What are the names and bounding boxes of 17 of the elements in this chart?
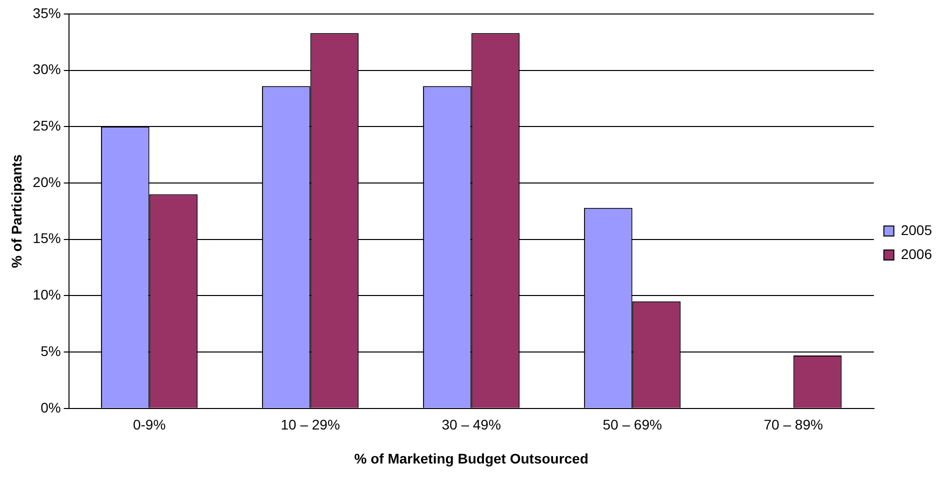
x-tick-label: 70 – 89% [764, 416, 823, 433]
legend-label: 2005 [900, 222, 932, 238]
y-axis-title: % of Participants [8, 154, 24, 268]
y-tick-label: 25% [32, 118, 61, 134]
y-tick-label: 15% [32, 230, 61, 246]
y-tick-label: 20% [32, 174, 61, 190]
x-tick-label: 50 – 69% [602, 416, 662, 433]
y-tick-label: 10% [32, 286, 61, 303]
y-tick-label: 30% [32, 61, 61, 78]
x-axis-title: % of Marketing Budget Outsourced [354, 450, 588, 466]
y-tick-label: 5% [40, 342, 61, 359]
y-tick-label: 35% [32, 4, 61, 21]
legend-label: 2006 [900, 246, 932, 262]
x-tick-label: 10 – 29% [280, 416, 340, 433]
y-tick-label: 0% [40, 399, 61, 416]
x-tick-label: 0-9% [132, 416, 166, 433]
x-tick-label: 30 – 49% [442, 416, 501, 433]
